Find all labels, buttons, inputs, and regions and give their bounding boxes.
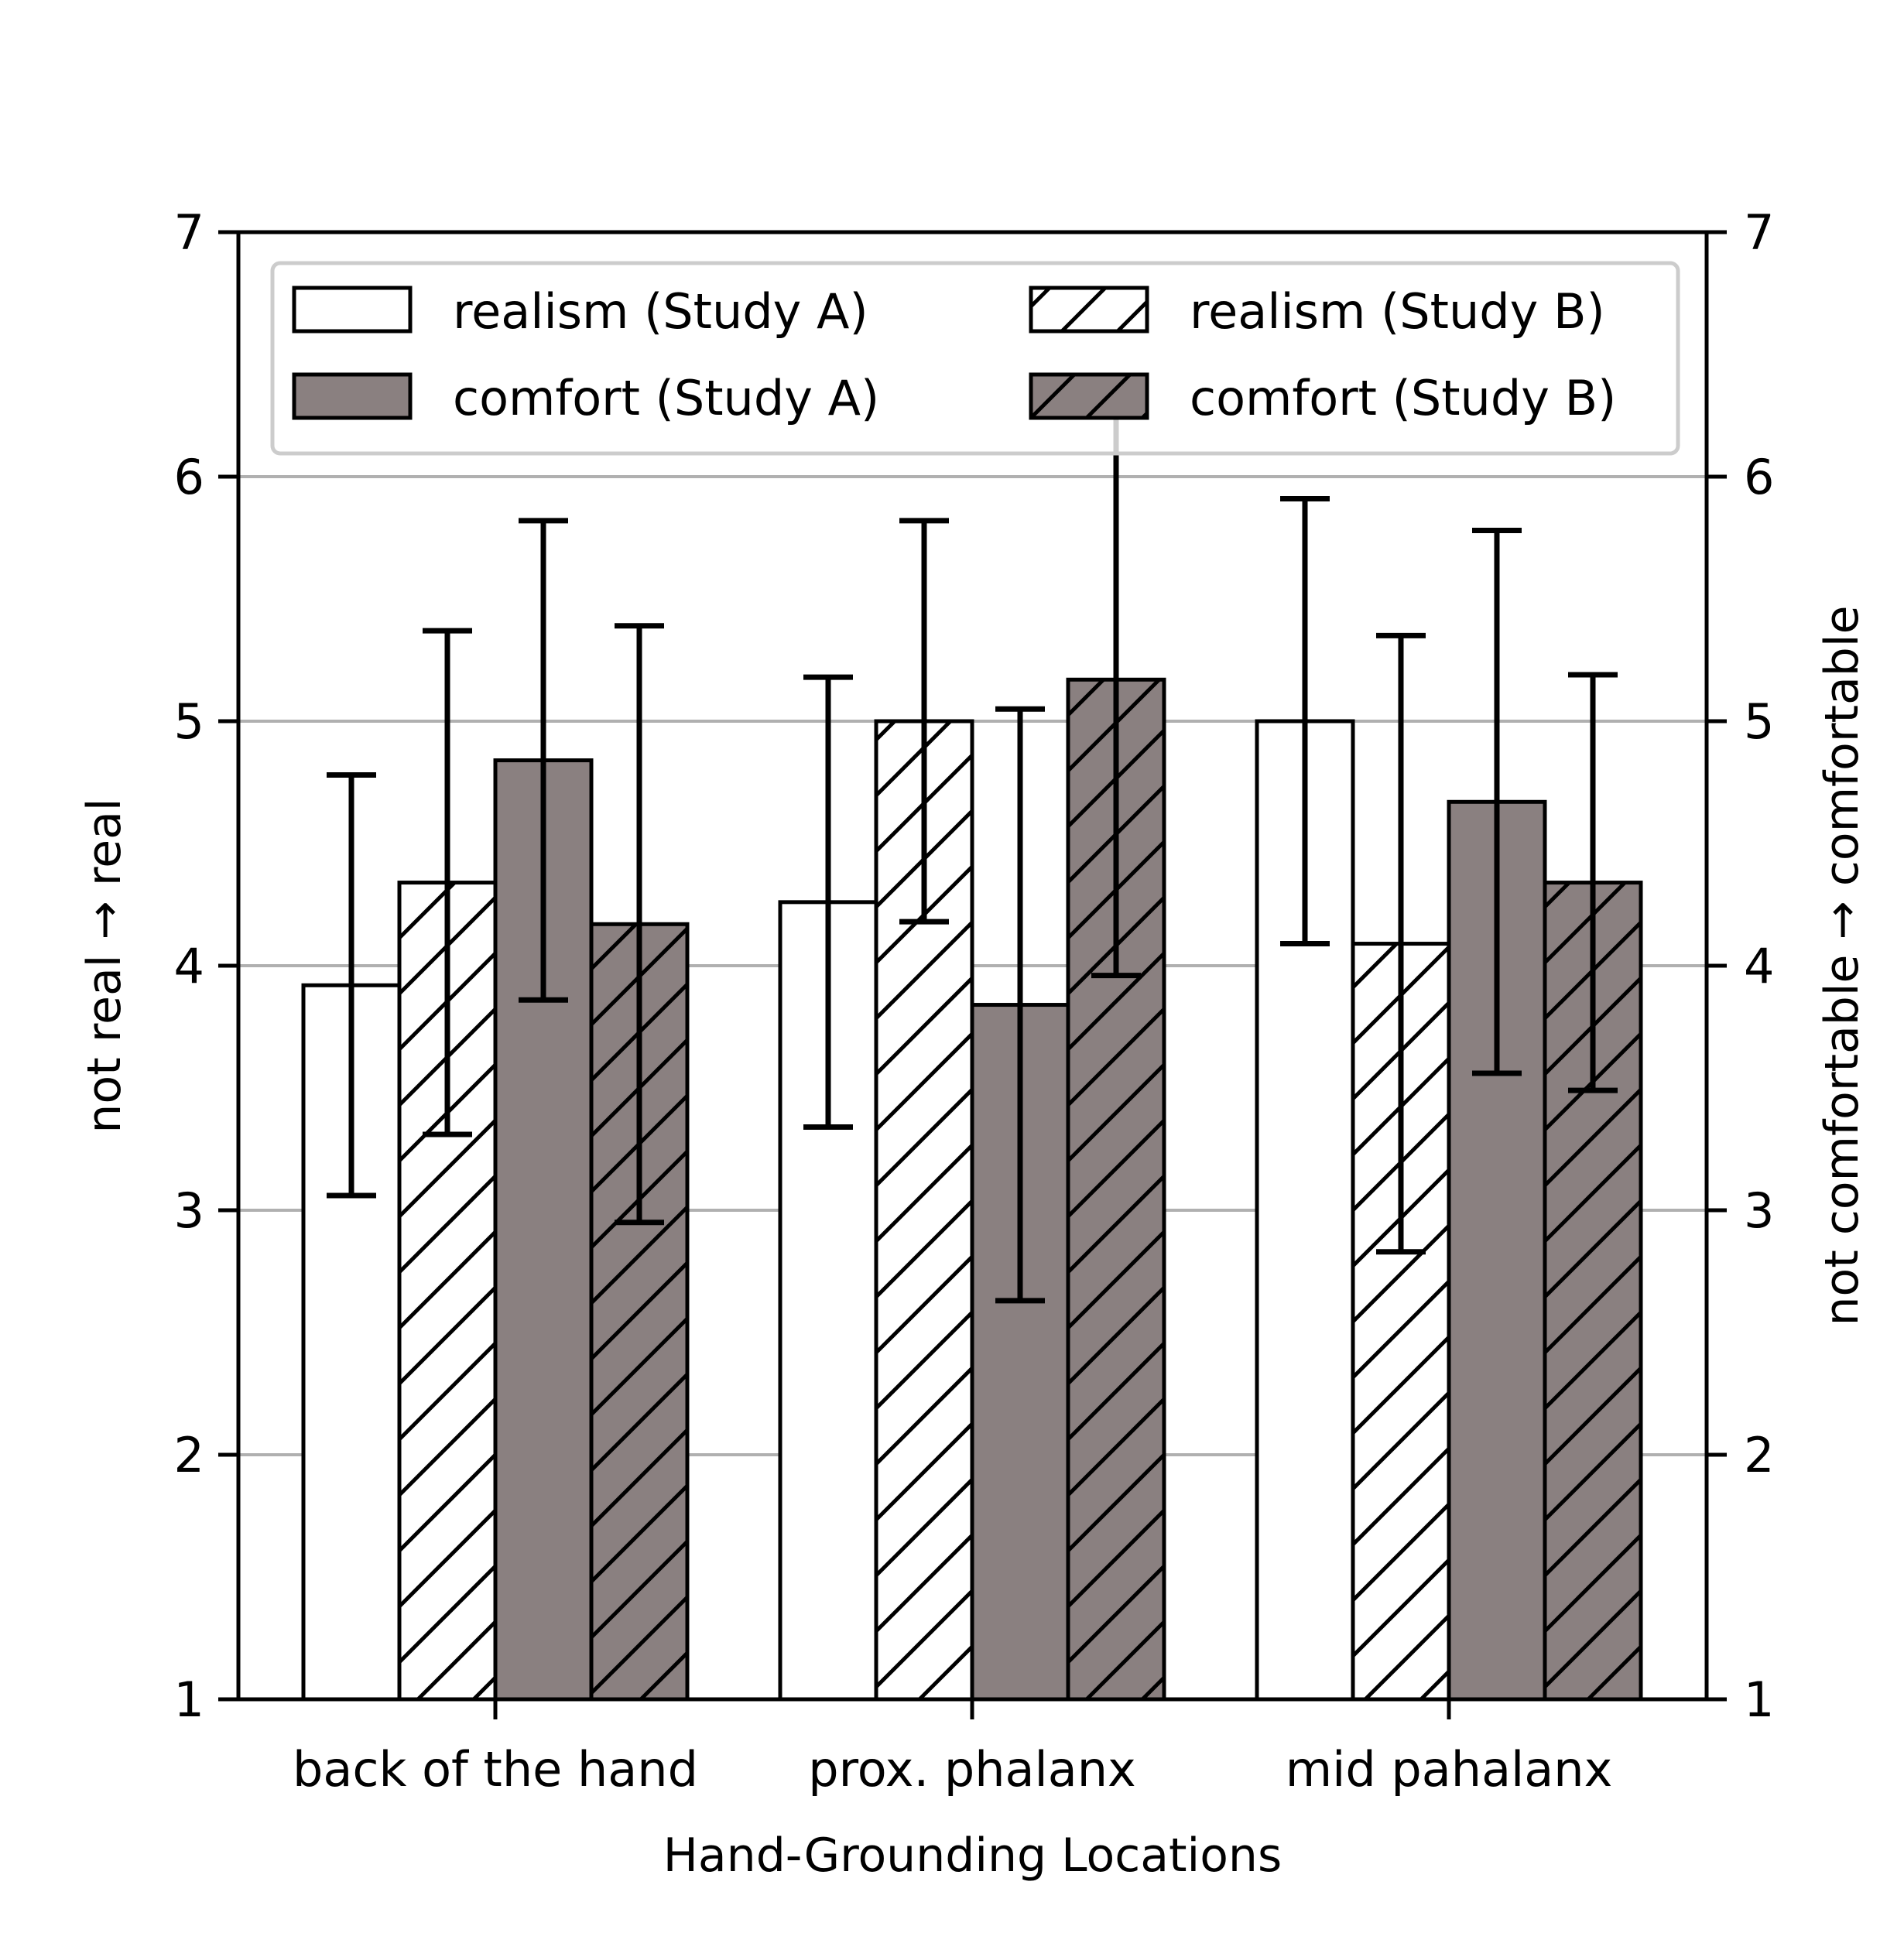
y-tick-label-right: 3: [1744, 1182, 1774, 1239]
legend-label: realism (Study A): [453, 283, 868, 340]
legend-swatch-hatch: [1031, 375, 1147, 418]
y-tick-label-right: 5: [1744, 693, 1774, 750]
legend: realism (Study A) comfort (Study A) realis…: [270, 261, 1680, 456]
x-axis-title: Hand-Grounding Locations: [663, 1829, 1282, 1883]
y-tick-label: 2: [174, 1427, 204, 1483]
legend-label: realism (Study B): [1190, 283, 1605, 340]
legend-swatch: [292, 372, 413, 420]
axes: 1 1 2 2 3 3 4 4 5 5 6 6 7 7 back of the hand prox. phal…: [174, 204, 1775, 1798]
error-bars: [327, 381, 1618, 1304]
x-tick-label: back of the hand: [293, 1741, 698, 1798]
y-tick-label: 5: [174, 693, 204, 750]
bars: [301, 677, 1643, 1702]
y-tick-label-right: 4: [1744, 938, 1774, 994]
y-tick-label: 6: [174, 449, 204, 505]
legend-swatch-hatch: [1031, 288, 1147, 331]
legend-swatch-fill: [294, 375, 410, 418]
legend-swatch: [1029, 286, 1149, 334]
y-tick-label: 7: [174, 204, 204, 261]
legend-label: comfort (Study A): [453, 370, 879, 426]
legend-swatch-fill: [294, 288, 410, 331]
y-tick-label: 4: [174, 938, 204, 994]
y-tick-label: 1: [174, 1671, 204, 1728]
legend-swatch: [1029, 372, 1149, 420]
y-tick-label-right: 7: [1744, 204, 1774, 261]
y-axis-title-right: not comfortable → comfortable: [1815, 606, 1869, 1326]
legend-box: [270, 261, 1680, 456]
y-tick-label-right: 6: [1744, 449, 1774, 505]
y-tick-label-right: 1: [1744, 1671, 1774, 1728]
legend-label: comfort (Study B): [1190, 370, 1616, 426]
x-tick-label: mid pahalanx: [1286, 1741, 1613, 1798]
x-tick-label: prox. phalanx: [808, 1741, 1135, 1798]
y-tick-label: 3: [174, 1182, 204, 1239]
y-axis-title-left: not real → real: [77, 798, 132, 1133]
y-tick-label-right: 2: [1744, 1427, 1774, 1483]
legend-swatch: [292, 286, 413, 334]
